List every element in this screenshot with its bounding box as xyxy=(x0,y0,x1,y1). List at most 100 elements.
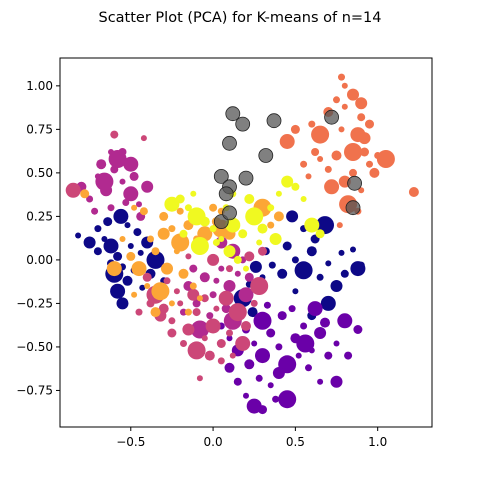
data-point xyxy=(267,221,275,229)
data-point xyxy=(146,250,165,269)
data-point xyxy=(235,116,251,132)
data-point xyxy=(304,217,320,233)
data-point xyxy=(185,253,192,260)
data-point xyxy=(311,148,320,156)
data-point xyxy=(207,253,220,266)
y-tick-label: 0.75 xyxy=(26,122,53,136)
data-point xyxy=(324,165,332,173)
data-point xyxy=(294,261,313,280)
data-point xyxy=(178,268,189,279)
data-point xyxy=(218,265,225,272)
data-point xyxy=(317,378,324,385)
data-point xyxy=(268,261,276,269)
data-point xyxy=(222,205,237,221)
data-point xyxy=(279,134,295,149)
data-point xyxy=(324,351,333,360)
data-point xyxy=(182,323,195,336)
data-point xyxy=(269,233,282,245)
x-tick-label: −0.5 xyxy=(116,435,145,449)
data-point xyxy=(266,328,276,338)
x-tick-label: 0.5 xyxy=(286,435,305,449)
data-point xyxy=(209,291,217,299)
data-point xyxy=(222,135,237,151)
data-point xyxy=(223,280,236,292)
data-point xyxy=(330,375,343,388)
data-point xyxy=(213,277,220,284)
data-point xyxy=(204,350,215,361)
data-point xyxy=(341,103,348,110)
data-point xyxy=(199,216,210,227)
data-point xyxy=(123,156,139,172)
data-point xyxy=(150,307,161,318)
data-point xyxy=(176,207,184,215)
data-point xyxy=(113,208,129,224)
data-point xyxy=(244,251,255,262)
data-point xyxy=(91,207,99,215)
data-point xyxy=(107,204,115,212)
data-point xyxy=(330,280,343,292)
data-point xyxy=(137,249,144,256)
data-point xyxy=(314,327,327,339)
data-point xyxy=(336,222,343,229)
data-point xyxy=(300,196,307,202)
data-point xyxy=(233,377,242,386)
data-point xyxy=(177,300,184,307)
data-point xyxy=(173,248,180,255)
data-point xyxy=(224,362,235,373)
data-point xyxy=(255,374,263,382)
data-point xyxy=(340,269,349,278)
data-point xyxy=(209,203,218,212)
data-point xyxy=(281,175,294,188)
data-point xyxy=(258,246,267,256)
data-point xyxy=(233,255,242,264)
data-point xyxy=(216,339,226,348)
data-point xyxy=(282,241,292,251)
data-point xyxy=(161,262,173,275)
data-point xyxy=(218,290,234,306)
data-point xyxy=(141,180,154,193)
data-point xyxy=(277,268,288,279)
data-point xyxy=(337,313,353,329)
data-point xyxy=(213,168,229,184)
data-point xyxy=(133,228,142,237)
chart-title: Scatter Plot (PCA) for K-means of n=14 xyxy=(99,10,382,26)
data-point xyxy=(187,341,206,360)
data-point xyxy=(272,367,285,379)
data-point xyxy=(129,171,139,181)
data-point xyxy=(113,251,123,261)
data-point xyxy=(131,291,138,298)
data-point xyxy=(376,150,395,168)
data-point xyxy=(127,243,134,249)
data-point xyxy=(95,172,114,191)
data-point xyxy=(226,265,233,273)
data-point xyxy=(225,217,241,233)
data-point xyxy=(123,186,139,202)
data-point xyxy=(189,282,197,290)
data-point xyxy=(245,207,264,226)
data-point xyxy=(122,199,130,206)
data-point xyxy=(218,186,234,202)
data-point xyxy=(316,273,324,281)
data-point xyxy=(358,132,371,145)
data-point xyxy=(272,395,280,403)
data-point xyxy=(320,295,336,311)
data-point xyxy=(275,343,283,351)
data-point xyxy=(238,170,254,186)
data-point xyxy=(190,320,209,339)
y-tick-label: 0.50 xyxy=(26,166,53,180)
data-point xyxy=(175,194,185,204)
data-point xyxy=(168,225,176,233)
data-point xyxy=(131,261,147,277)
data-point xyxy=(190,237,209,255)
data-point xyxy=(226,329,233,337)
data-point xyxy=(315,229,325,239)
data-point xyxy=(159,211,169,221)
data-point xyxy=(366,160,373,168)
data-point xyxy=(229,352,236,359)
y-tick-label: 0.00 xyxy=(26,253,53,267)
data-point xyxy=(199,272,210,283)
data-point xyxy=(209,225,217,233)
data-point xyxy=(139,207,148,216)
data-point xyxy=(277,311,287,321)
data-point xyxy=(135,308,143,316)
